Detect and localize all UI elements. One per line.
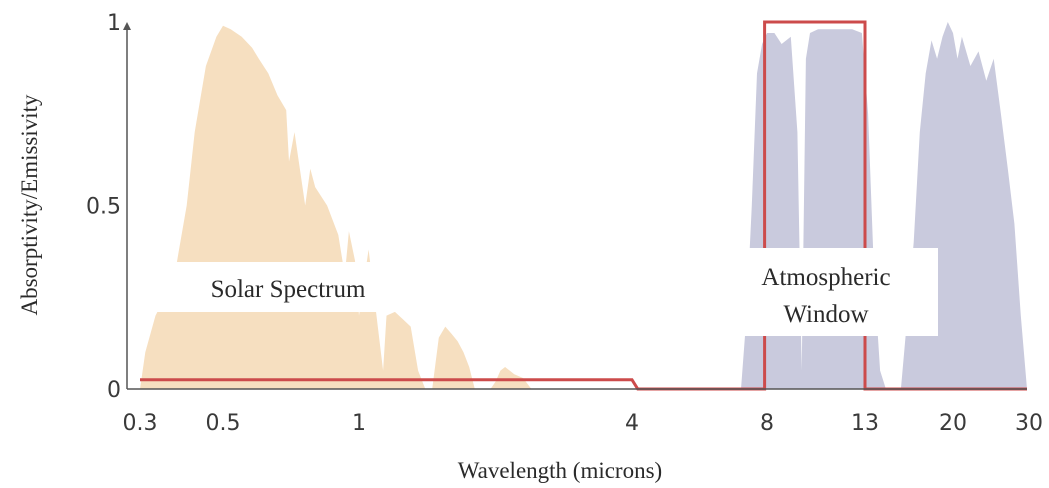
x-tick-label: 13 (851, 411, 879, 436)
x-tick-label: 4 (625, 411, 639, 436)
y-tick-label: 0 (107, 378, 121, 403)
x-tick-label: 30 (1015, 411, 1043, 436)
x-tick-label: 0.3 (123, 411, 158, 436)
x-tick-label: 1 (352, 411, 366, 436)
y-axis-arrow (123, 22, 131, 30)
x-tick-label: 0.5 (206, 411, 241, 436)
axes-layer (123, 22, 1027, 390)
tick-label-layer: 0.3 0.5 1 4 8 13 20 30 0 0.5 1 (86, 11, 1043, 436)
y-tick-label: 1 (107, 11, 121, 36)
y-axis-title: Absorptivity/Emissivity (17, 94, 42, 316)
x-tick-label: 20 (939, 411, 967, 436)
solar-spectrum-area (140, 25, 589, 389)
label-background (714, 248, 938, 336)
annotation-line: Atmospheric (761, 264, 890, 291)
y-tick-label: 0.5 (86, 195, 121, 220)
annotation-line: Solar Spectrum (211, 276, 366, 303)
x-axis-title: Wavelength (microns) (458, 458, 662, 483)
annotation-line: Window (783, 301, 868, 328)
atmospheric-window-label: Atmospheric Window (714, 248, 938, 336)
annotation-layer: Solar Spectrum Atmospheric Window (157, 248, 938, 336)
x-tick-label: 8 (760, 411, 774, 436)
solar-spectrum-label: Solar Spectrum (157, 262, 419, 312)
label-background (157, 262, 419, 312)
